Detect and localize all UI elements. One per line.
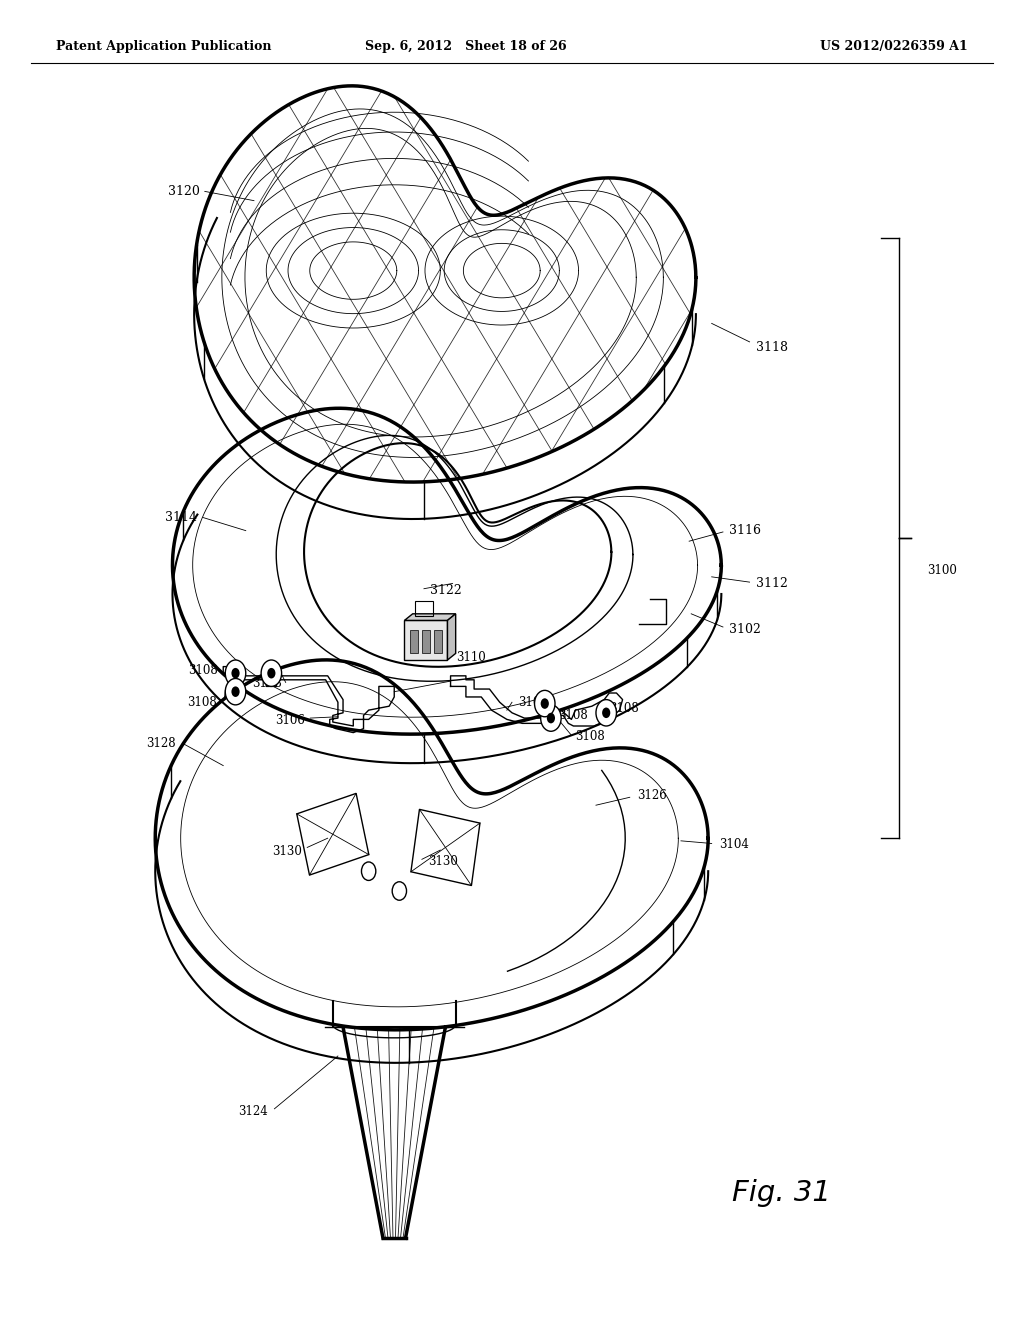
Text: Fig. 31: Fig. 31	[732, 1179, 831, 1208]
Text: 3108: 3108	[609, 702, 639, 715]
Text: 3108: 3108	[575, 730, 605, 743]
Circle shape	[541, 698, 549, 709]
Circle shape	[541, 705, 561, 731]
Circle shape	[231, 668, 240, 678]
Text: 3118: 3118	[756, 341, 787, 354]
Text: 3104: 3104	[719, 838, 749, 851]
Bar	[422, 630, 430, 653]
Circle shape	[225, 678, 246, 705]
Text: 3112: 3112	[756, 577, 787, 590]
Circle shape	[261, 660, 282, 686]
Circle shape	[535, 690, 555, 717]
Text: US 2012/0226359 A1: US 2012/0226359 A1	[820, 40, 968, 53]
Text: Sep. 6, 2012   Sheet 18 of 26: Sep. 6, 2012 Sheet 18 of 26	[366, 40, 566, 53]
Text: 3126: 3126	[637, 789, 667, 803]
Bar	[415, 601, 433, 616]
Polygon shape	[404, 614, 456, 620]
Text: 3128: 3128	[146, 737, 176, 750]
Text: 3116: 3116	[729, 524, 761, 537]
Text: 3108: 3108	[558, 709, 588, 722]
Circle shape	[547, 713, 555, 723]
Bar	[410, 630, 418, 653]
Text: 3108: 3108	[252, 677, 282, 690]
Text: 3130: 3130	[272, 845, 302, 858]
Circle shape	[225, 660, 246, 686]
Bar	[404, 620, 447, 660]
Circle shape	[596, 700, 616, 726]
Text: 3114: 3114	[165, 511, 197, 524]
Circle shape	[267, 668, 275, 678]
Text: 3108: 3108	[187, 696, 217, 709]
Text: 3102: 3102	[729, 623, 761, 636]
Circle shape	[231, 686, 240, 697]
Circle shape	[602, 708, 610, 718]
Text: 3108: 3108	[188, 664, 218, 677]
Text: Patent Application Publication: Patent Application Publication	[56, 40, 271, 53]
Text: 3110: 3110	[456, 651, 485, 664]
Text: 3130: 3130	[428, 855, 458, 869]
Text: 3124: 3124	[239, 1105, 268, 1118]
Text: 3106: 3106	[518, 696, 548, 709]
Text: 3100: 3100	[927, 564, 956, 577]
Text: 3120: 3120	[168, 185, 200, 198]
Bar	[434, 630, 442, 653]
Polygon shape	[447, 614, 456, 660]
Text: 3106: 3106	[275, 714, 305, 727]
Text: 3122: 3122	[430, 583, 462, 597]
